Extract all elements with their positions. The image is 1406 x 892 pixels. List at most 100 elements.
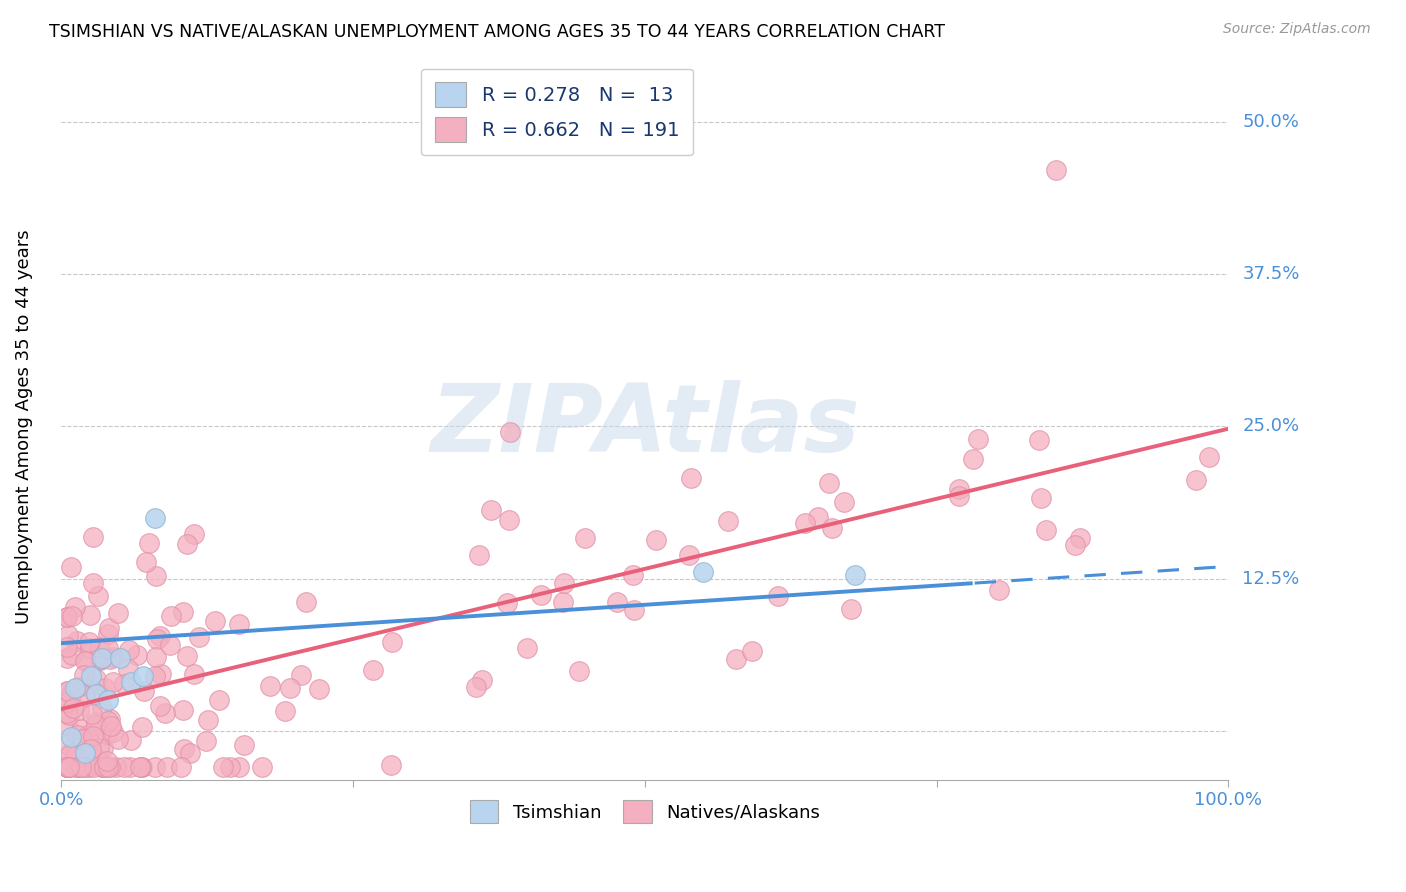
Point (1198, 450, 1220, 464)
Point (807, 510, 830, 524)
Point (149, 699, 172, 714)
Point (479, 502, 502, 516)
Point (717, 514, 740, 528)
Point (818, 476, 841, 491)
Point (259, 679, 281, 693)
Text: 50.0%: 50.0% (1243, 112, 1299, 131)
Y-axis label: Unemployment Among Ages 35 to 44 years: Unemployment Among Ages 35 to 44 years (15, 229, 32, 624)
Point (94, 760, 117, 774)
Point (948, 489, 970, 503)
Point (90, 652, 112, 666)
Point (58, 748, 80, 763)
Point (155, 706, 177, 720)
Point (498, 513, 520, 527)
Point (132, 684, 155, 698)
Text: 37.5%: 37.5% (1243, 265, 1299, 283)
Point (87, 589, 110, 603)
Point (173, 741, 195, 756)
Point (117, 662, 139, 676)
Point (204, 614, 226, 628)
Point (89, 653, 111, 667)
Point (83, 760, 105, 774)
Point (66, 760, 89, 774)
Point (568, 664, 591, 678)
Point (290, 667, 312, 681)
Text: ZIPAtlas: ZIPAtlas (430, 380, 860, 472)
Point (63, 600, 86, 615)
Point (464, 680, 486, 694)
Point (79, 607, 101, 622)
Point (56, 738, 79, 752)
Point (219, 760, 242, 774)
Point (834, 494, 856, 508)
Point (56, 760, 79, 774)
Point (59, 688, 82, 702)
Point (60, 608, 83, 623)
Point (94, 681, 117, 695)
Point (97, 627, 120, 641)
Point (90, 699, 112, 714)
Point (278, 681, 301, 695)
Point (112, 676, 135, 690)
Point (129, 759, 152, 773)
Point (1035, 523, 1057, 537)
Point (100, 719, 122, 733)
Point (1029, 491, 1052, 505)
Point (77, 728, 100, 742)
Point (73, 746, 96, 760)
Point (65, 681, 87, 696)
Point (56, 696, 79, 710)
Point (988, 583, 1011, 598)
Point (97, 760, 120, 774)
Point (59, 747, 82, 761)
Point (97, 693, 120, 707)
Point (135, 555, 157, 569)
Point (58, 760, 80, 774)
Point (766, 590, 789, 604)
Point (77, 634, 100, 648)
Point (79, 641, 101, 656)
Point (132, 669, 155, 683)
Point (1064, 538, 1087, 552)
Point (70, 732, 93, 747)
Point (62, 700, 84, 714)
Point (59, 560, 82, 574)
Point (149, 629, 172, 643)
Point (131, 720, 153, 734)
Point (87, 740, 110, 755)
Point (91, 650, 114, 665)
Point (839, 602, 862, 616)
Point (131, 760, 153, 774)
Point (1185, 473, 1208, 487)
Point (678, 549, 700, 563)
Point (948, 482, 970, 496)
Point (250, 760, 273, 774)
Text: 25.0%: 25.0% (1243, 417, 1299, 435)
Point (128, 760, 150, 774)
Point (211, 760, 233, 774)
Point (606, 595, 628, 609)
Point (76, 730, 98, 744)
Point (108, 650, 131, 665)
Point (60, 648, 83, 662)
Point (91, 740, 114, 755)
Point (67, 760, 90, 774)
Point (56, 760, 79, 774)
Point (56, 610, 79, 624)
Point (172, 605, 194, 619)
Point (692, 566, 714, 580)
Point (194, 734, 217, 748)
Point (56, 683, 79, 698)
Point (621, 567, 644, 582)
Point (105, 760, 128, 774)
Point (143, 760, 166, 774)
Point (471, 673, 494, 687)
Point (96, 727, 118, 741)
Point (966, 432, 988, 446)
Point (623, 603, 645, 617)
Point (530, 588, 553, 602)
Point (160, 609, 183, 624)
Point (101, 674, 124, 689)
Point (58, 760, 80, 774)
Point (84, 714, 107, 729)
